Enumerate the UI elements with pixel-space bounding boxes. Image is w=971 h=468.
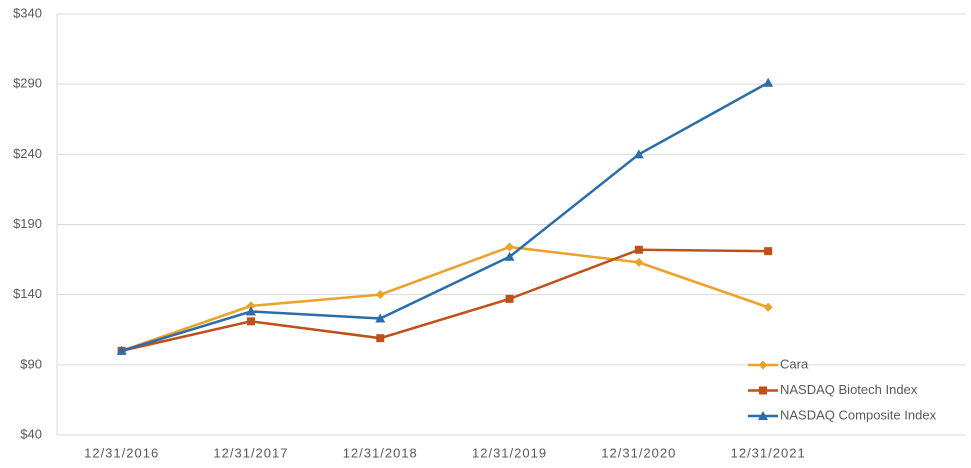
marker [116, 345, 127, 355]
series-line [121, 81, 769, 352]
x-tick-label: 12/31/2019 [472, 445, 547, 460]
x-tick-label: 12/31/2017 [213, 445, 288, 460]
marker [763, 302, 773, 312]
marker [759, 386, 767, 395]
legend-label: Cara [780, 356, 809, 371]
series-line [121, 245, 769, 352]
legend-label: NASDAQ Composite Index [780, 407, 937, 422]
y-tick-label: $340 [13, 5, 42, 20]
marker [634, 257, 644, 267]
marker [246, 301, 256, 311]
marker [246, 317, 255, 326]
x-tick-label: 12/31/2021 [731, 445, 806, 460]
marker [633, 149, 644, 159]
marker [376, 334, 385, 343]
y-tick-label: $240 [13, 146, 42, 161]
x-tick-label: 12/31/2020 [601, 445, 676, 460]
marker [763, 77, 774, 87]
marker [758, 360, 768, 370]
marker [375, 313, 386, 323]
marker [764, 247, 773, 256]
marker [758, 411, 768, 420]
legend-label: NASDAQ Biotech Index [780, 382, 918, 397]
marker [505, 294, 514, 303]
y-tick-label: $90 [20, 356, 42, 371]
marker [504, 251, 515, 261]
x-tick-label: 12/31/2018 [343, 445, 418, 460]
y-tick-label: $40 [20, 426, 42, 441]
marker [505, 242, 515, 252]
y-tick-label: $190 [13, 216, 42, 231]
marker [634, 245, 643, 254]
x-tick-label: 12/31/2016 [84, 445, 159, 460]
series-line [121, 248, 769, 353]
marker [375, 290, 385, 300]
y-tick-label: $140 [13, 286, 42, 301]
marker [245, 306, 256, 316]
y-tick-label: $290 [13, 76, 42, 91]
